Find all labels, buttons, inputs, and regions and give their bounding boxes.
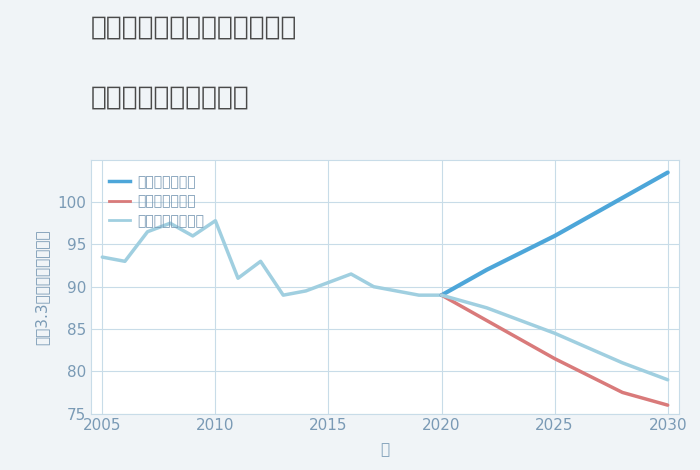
Text: 中古戸建ての価格推移: 中古戸建ての価格推移	[91, 85, 250, 110]
Text: 愛知県稲沢市平和町須ヶ谷の: 愛知県稲沢市平和町須ヶ谷の	[91, 14, 298, 40]
X-axis label: 年: 年	[380, 442, 390, 457]
Y-axis label: 坪（3.3㎡）単価（万円）: 坪（3.3㎡）単価（万円）	[34, 229, 49, 345]
Legend: グッドシナリオ, バッドシナリオ, ノーマルシナリオ: グッドシナリオ, バッドシナリオ, ノーマルシナリオ	[104, 169, 210, 234]
